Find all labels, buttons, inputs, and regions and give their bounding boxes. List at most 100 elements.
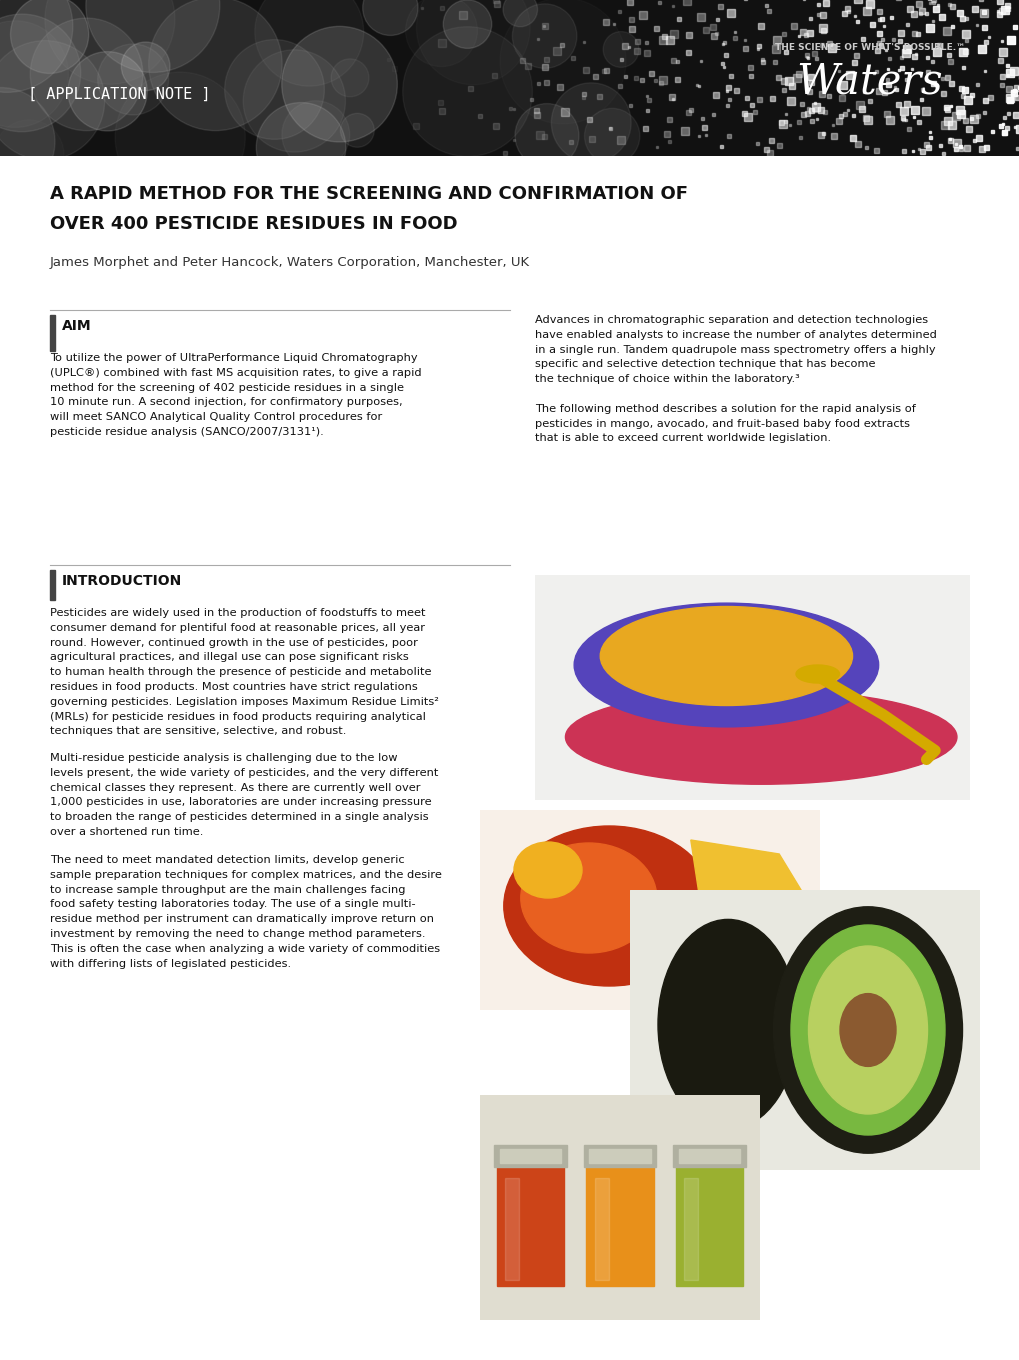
Bar <box>808 79 813 84</box>
Bar <box>814 57 817 60</box>
Bar <box>720 44 722 45</box>
Bar <box>816 3 819 5</box>
Circle shape <box>45 0 174 84</box>
Bar <box>645 41 648 44</box>
Bar <box>785 78 793 86</box>
Bar <box>931 1 934 4</box>
Bar <box>975 135 981 141</box>
Bar <box>421 7 423 8</box>
Bar <box>805 112 810 116</box>
Bar <box>494 1 500 7</box>
Bar <box>646 98 650 102</box>
Bar <box>837 69 839 72</box>
Text: Pesticides are widely used in the production of foodstuffs to meet
consumer dema: Pesticides are widely used in the produc… <box>50 608 438 736</box>
Bar <box>854 53 858 58</box>
Bar <box>542 133 546 139</box>
Bar <box>819 44 823 48</box>
Bar <box>915 31 919 35</box>
Text: Multi-residue pesticide analysis is challenging due to the low
levels present, t: Multi-residue pesticide analysis is chal… <box>50 753 438 836</box>
Bar <box>962 49 967 53</box>
Bar <box>902 150 906 154</box>
Bar <box>873 69 876 73</box>
Bar <box>635 39 639 45</box>
Bar <box>876 41 880 45</box>
Bar <box>952 139 960 147</box>
Bar <box>888 57 891 60</box>
Bar <box>918 12 920 15</box>
Bar <box>958 48 966 56</box>
Bar <box>809 120 813 124</box>
Bar <box>997 10 999 12</box>
Bar <box>626 0 632 4</box>
Bar <box>677 18 680 22</box>
Bar <box>508 107 512 110</box>
Bar <box>596 94 601 99</box>
Text: To utilize the power of UltraPerformance Liquid Chromatography
(UPLC®) combined : To utilize the power of UltraPerformance… <box>50 354 421 437</box>
Bar <box>927 3 929 4</box>
Bar <box>492 122 498 129</box>
Bar <box>886 78 889 80</box>
Bar <box>826 41 832 46</box>
Bar <box>839 114 843 118</box>
Circle shape <box>68 52 147 131</box>
Bar <box>608 128 611 131</box>
Bar <box>1001 131 1006 135</box>
Bar <box>701 117 704 120</box>
Circle shape <box>551 83 631 163</box>
Circle shape <box>406 0 477 67</box>
Bar <box>924 24 932 33</box>
Bar <box>642 125 647 131</box>
Bar <box>1018 69 1019 75</box>
Bar <box>983 144 987 150</box>
Bar <box>681 126 688 135</box>
Bar <box>721 41 725 44</box>
Bar <box>552 48 560 56</box>
Bar <box>667 140 671 143</box>
Bar <box>977 45 984 53</box>
Bar <box>1017 87 1019 90</box>
Bar <box>924 12 927 15</box>
Bar <box>820 29 825 34</box>
Bar <box>903 45 910 53</box>
Bar <box>907 126 910 131</box>
Bar <box>701 125 706 131</box>
Bar <box>920 88 923 91</box>
Bar <box>727 8 735 16</box>
Bar <box>925 69 929 73</box>
Bar <box>747 65 752 71</box>
Bar <box>784 120 787 124</box>
Bar <box>935 4 937 5</box>
Bar <box>799 102 803 106</box>
Bar <box>882 24 884 27</box>
Bar <box>602 19 608 24</box>
Bar <box>663 131 669 137</box>
Bar <box>804 53 808 57</box>
Bar <box>502 151 506 155</box>
Bar <box>855 141 861 147</box>
Bar <box>742 46 747 52</box>
Bar <box>644 50 649 56</box>
Bar <box>717 4 722 10</box>
Bar <box>957 110 964 118</box>
Bar <box>979 8 987 16</box>
Bar <box>658 76 666 84</box>
Bar <box>710 33 716 38</box>
Bar <box>728 98 731 102</box>
Ellipse shape <box>772 907 962 1153</box>
Bar <box>972 139 975 141</box>
Bar <box>919 98 922 101</box>
Bar <box>817 132 823 139</box>
Bar <box>977 146 983 152</box>
Bar <box>862 116 868 121</box>
Bar <box>811 103 819 112</box>
Circle shape <box>0 120 64 189</box>
Bar <box>589 1149 650 1163</box>
Circle shape <box>31 18 143 131</box>
Bar <box>536 38 538 41</box>
Text: INTRODUCTION: INTRODUCTION <box>62 574 182 588</box>
Bar <box>582 41 584 44</box>
Bar <box>982 39 986 44</box>
Bar <box>809 109 814 113</box>
Bar <box>906 23 909 26</box>
Bar <box>903 101 909 106</box>
